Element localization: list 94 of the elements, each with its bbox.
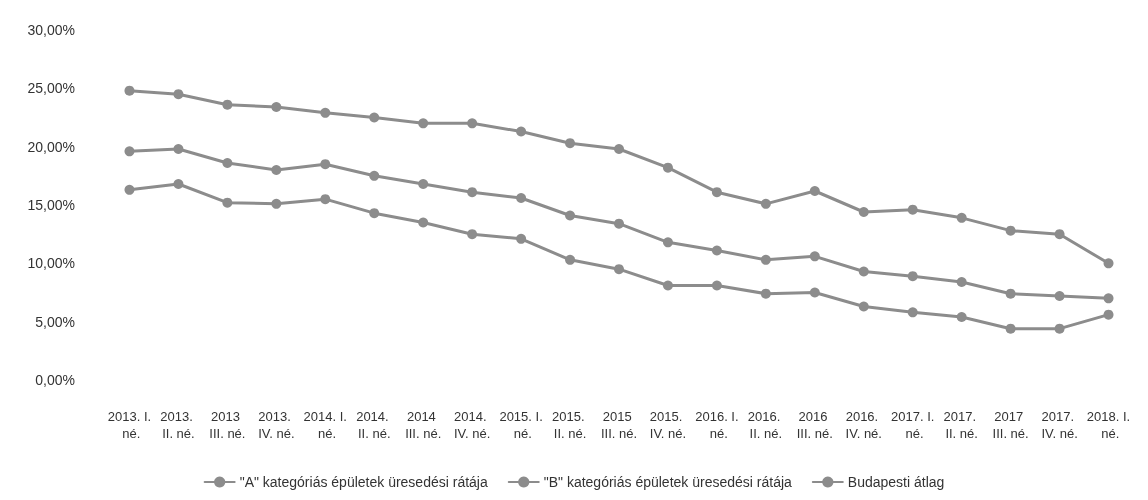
y-tick-label: 30,00% (27, 22, 75, 38)
point (565, 138, 576, 149)
x-tick-label: 2016 III. né. (796, 409, 833, 441)
x-tick-label: 2015. I. né. (499, 409, 543, 441)
point (467, 118, 478, 129)
point (467, 187, 478, 198)
x-tick-label: 2017. I. né. (891, 409, 935, 441)
point (1103, 309, 1114, 320)
point (760, 288, 771, 299)
point (760, 198, 771, 209)
point (222, 158, 233, 168)
point (662, 162, 673, 173)
point (173, 89, 184, 100)
y-tick-label: 10,00% (27, 255, 75, 272)
point (271, 102, 282, 112)
point (369, 112, 380, 123)
x-tick-label: 2013 III. né. (209, 409, 246, 441)
point (124, 146, 135, 157)
point (614, 218, 624, 229)
x-tick-label: 2015. II. né. (551, 409, 589, 441)
point (956, 277, 967, 287)
x-tick-label: 2017. II. né. (943, 409, 980, 441)
x-tick-label: 2014 III. né. (405, 409, 442, 441)
x-tick-label: 2017. IV. né. (1041, 409, 1078, 441)
point (222, 197, 233, 208)
point (565, 210, 576, 221)
point (907, 271, 918, 282)
point (173, 179, 184, 189)
point (1005, 323, 1016, 334)
point (1103, 293, 1114, 304)
x-tick-label: 2017 III. né. (992, 409, 1029, 441)
point (711, 245, 722, 256)
y-tick-label: 25,00% (27, 80, 75, 97)
x-tick-label: 2018. I. né. (1086, 409, 1131, 441)
point (418, 217, 429, 228)
point (369, 208, 380, 219)
point (516, 126, 527, 137)
point (809, 251, 820, 262)
point (516, 193, 527, 203)
point (907, 307, 918, 318)
point (1005, 288, 1016, 299)
point (565, 254, 576, 265)
x-tick-label: 2013. II. né. (160, 409, 197, 441)
point (1054, 323, 1065, 334)
point (320, 107, 331, 118)
point (956, 312, 967, 322)
x-tick-label: 2014. I. né. (303, 409, 347, 441)
x-tick-label: 2016. I. né. (695, 409, 739, 441)
point (320, 159, 331, 170)
point (809, 287, 820, 298)
y-tick-label: 15,00% (27, 197, 75, 213)
point (222, 99, 233, 110)
legend-label: "A" kategóriás épületek üresedési rátája (239, 474, 488, 490)
point (1103, 258, 1114, 269)
legend-label: "B" kategóriás épületek üresedési rátája (543, 474, 793, 490)
y-tick-label: 20,00% (27, 138, 75, 155)
point (124, 85, 135, 96)
x-tick-label: 2014. II. né. (356, 409, 393, 441)
point (614, 264, 624, 275)
point (809, 186, 820, 196)
x-tick-label: 2013. I. né. (107, 409, 152, 441)
point (614, 144, 624, 154)
point (662, 280, 673, 291)
point (271, 198, 282, 209)
point (467, 229, 478, 240)
point (516, 233, 527, 244)
x-tick-label: 2013. IV. né. (258, 409, 295, 441)
x-tick-label: 2014. IV. né. (453, 409, 491, 441)
point (418, 179, 429, 189)
x-tick-label: 2015. IV. né. (649, 409, 687, 441)
point (1005, 225, 1016, 236)
point (858, 207, 869, 217)
point (320, 194, 331, 205)
x-tick-label: 2016. IV. né. (845, 409, 882, 441)
point (858, 266, 869, 277)
legend-label: Budapesti átlag (847, 474, 945, 490)
point (711, 187, 722, 198)
point (1054, 229, 1065, 240)
point (271, 165, 282, 175)
point (662, 237, 673, 248)
point (711, 280, 722, 291)
point (760, 254, 771, 265)
point (1054, 291, 1065, 301)
y-tick-label: 0,00% (35, 372, 75, 388)
point (173, 144, 184, 154)
x-tick-label: 2016. II. né. (747, 409, 784, 441)
point (907, 204, 918, 215)
point (369, 170, 380, 181)
x-tick-label: 2015 III. né. (600, 409, 638, 441)
point (858, 301, 869, 312)
point (956, 212, 967, 223)
y-tick-label: 5,00% (35, 313, 75, 330)
point (124, 184, 135, 195)
point (418, 118, 429, 129)
